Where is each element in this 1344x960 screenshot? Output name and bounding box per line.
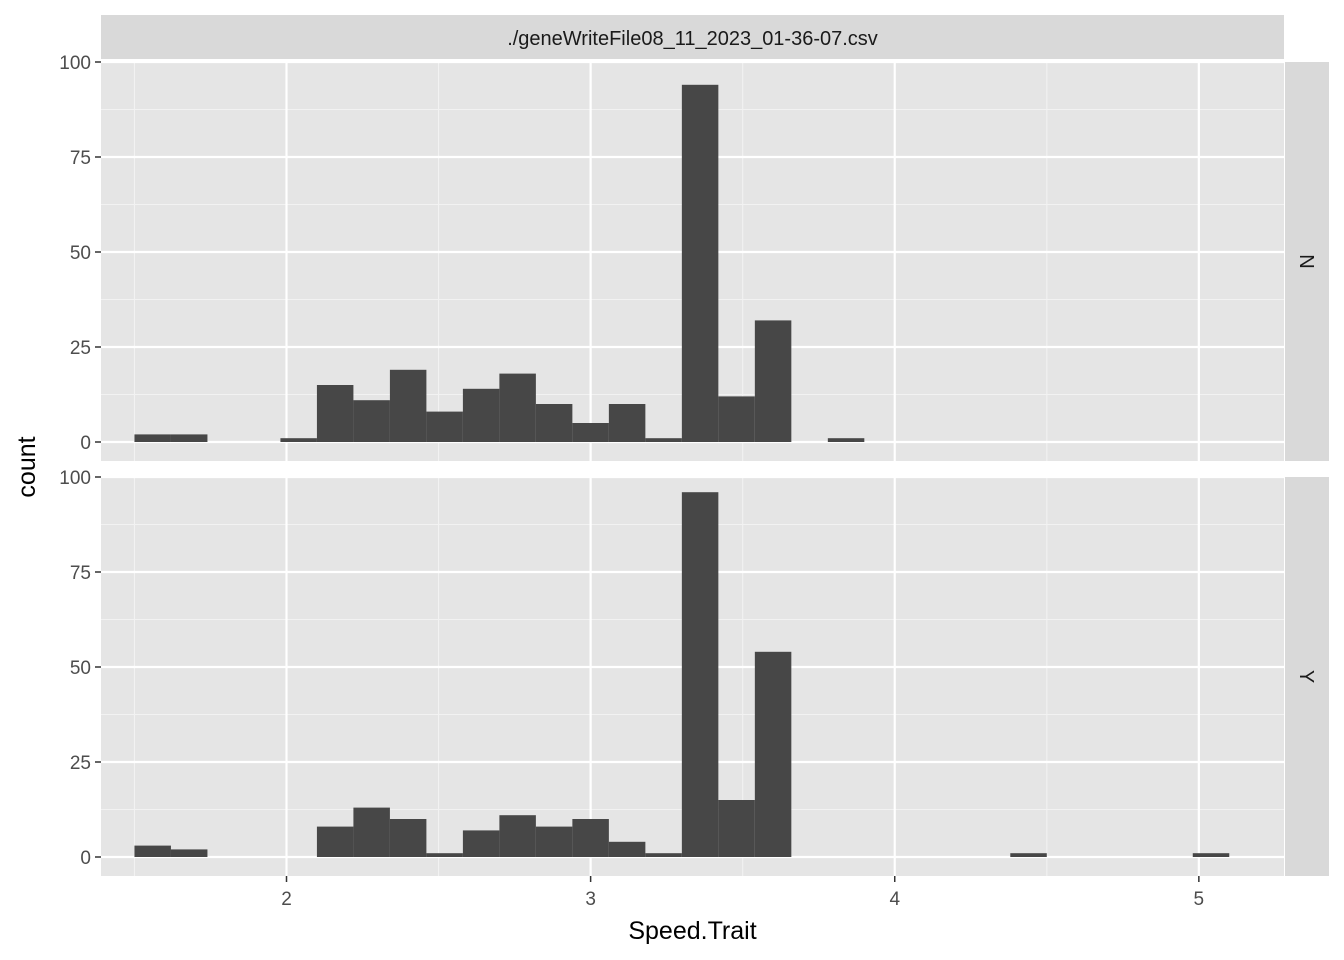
x-tick-label: 5	[1194, 889, 1205, 910]
y-tick-label: 0	[80, 433, 91, 454]
histogram-bar	[535, 826, 573, 857]
histogram-bar	[389, 369, 427, 442]
histogram-bar	[827, 438, 865, 442]
histogram-bar	[170, 849, 208, 857]
histogram-bar	[280, 438, 317, 442]
y-tick-label: 25	[70, 338, 91, 359]
histogram-bar	[681, 492, 719, 857]
histogram-bar	[316, 385, 354, 442]
y-tick-label: 75	[70, 148, 91, 169]
histogram-bar	[1192, 853, 1230, 857]
histogram-bar	[389, 819, 427, 857]
facet-strip-label: Y	[1295, 670, 1317, 683]
facet-panel-n: 0 25 50 75 100 N	[59, 53, 1329, 461]
histogram-bar	[353, 400, 390, 442]
facet-panels: 0 25 50 75 100 N 0 25 50 75 100 Y 2 3 4 5	[59, 53, 1329, 910]
histogram-bar	[645, 438, 682, 442]
histogram-bar	[316, 826, 354, 857]
facet-strip-n	[1285, 62, 1329, 461]
histogram-bar	[426, 853, 463, 857]
histogram-bar	[353, 807, 390, 857]
histogram-bar	[170, 434, 208, 442]
x-axis-title: Speed.Trait	[628, 917, 756, 945]
histogram-bar	[681, 84, 719, 443]
histogram-bar	[134, 434, 171, 442]
y-tick-label: 25	[70, 753, 91, 774]
histogram-bar	[499, 815, 536, 857]
histogram-bar	[754, 320, 792, 442]
y-tick-label: 100	[59, 53, 91, 74]
facet-strip-y	[1285, 477, 1329, 876]
histogram-bar	[1010, 853, 1047, 857]
histogram-bar	[754, 651, 792, 857]
x-tick-label: 4	[889, 889, 900, 910]
facet-panel-y: 0 25 50 75 100 Y	[59, 468, 1329, 876]
histogram-bar	[134, 845, 171, 857]
histogram-bar	[462, 830, 500, 857]
y-tick-label: 100	[59, 468, 91, 489]
histogram-bar	[499, 373, 536, 442]
histogram-bar	[572, 423, 609, 442]
x-tick-label: 2	[281, 889, 292, 910]
facet-strip-top	[101, 15, 1284, 59]
histogram-bar	[462, 388, 500, 442]
y-tick-label: 50	[70, 243, 91, 264]
histogram-bar	[426, 411, 463, 442]
histogram-bar	[718, 396, 755, 442]
histogram-bar	[572, 819, 609, 857]
y-tick-label: 50	[70, 658, 91, 679]
histogram-bar	[718, 800, 755, 857]
histogram-bar	[608, 404, 646, 442]
y-tick-label: 75	[70, 563, 91, 584]
y-tick-label: 0	[80, 848, 91, 869]
y-axis-title: count	[13, 436, 41, 497]
facet-strip-label: N	[1295, 254, 1317, 268]
histogram-bar	[608, 841, 646, 857]
x-tick-label: 3	[585, 889, 596, 910]
facet-strip-title: ./geneWriteFile08_11_2023_01-36-07.csv	[507, 28, 878, 50]
histogram-bar	[535, 404, 573, 442]
histogram-bar	[645, 853, 682, 857]
